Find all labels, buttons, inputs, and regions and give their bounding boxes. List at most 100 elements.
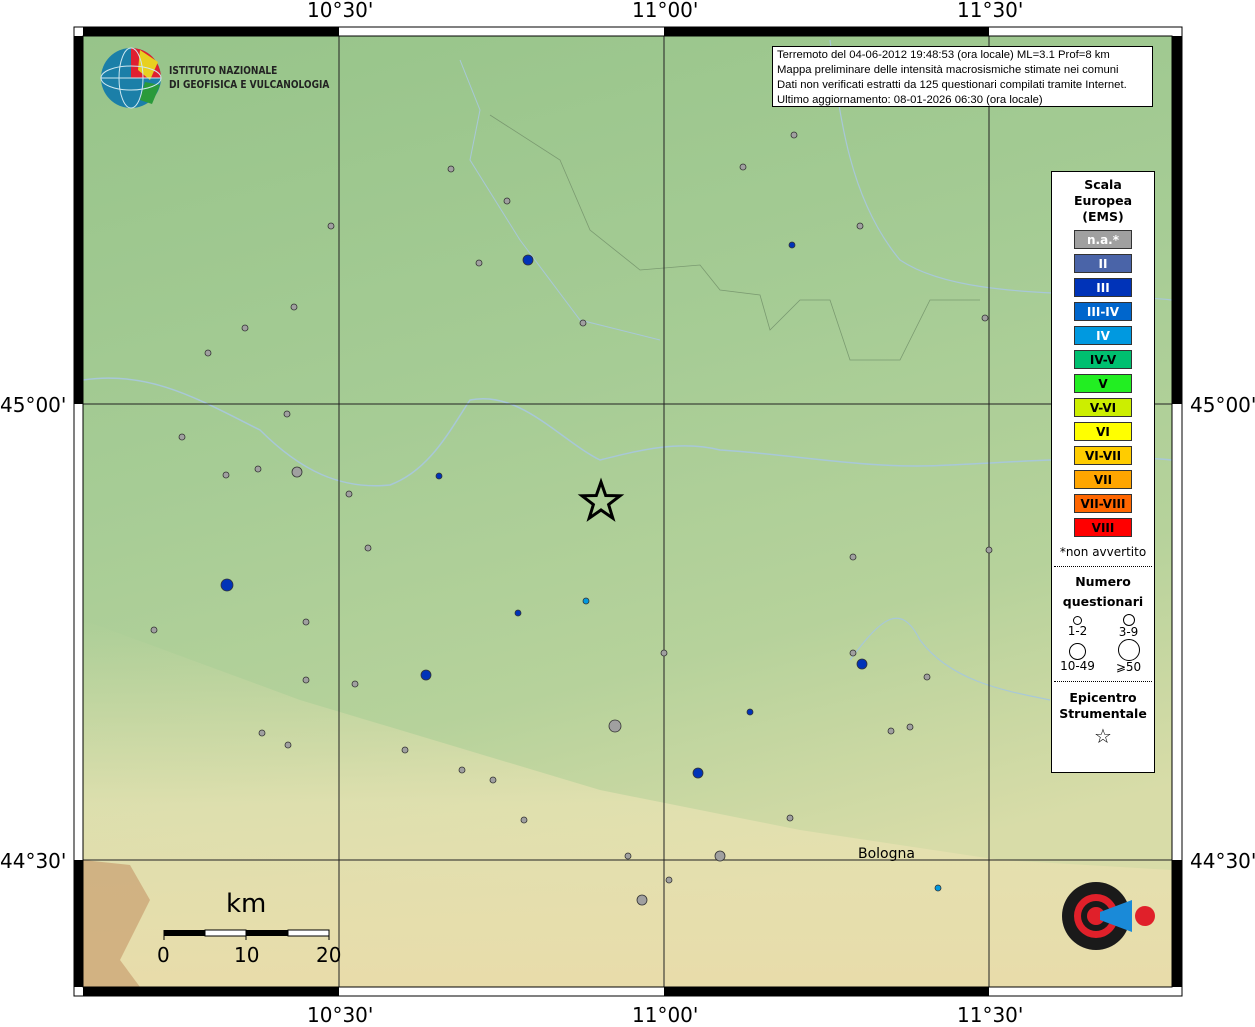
legend-swatch: IV-V <box>1074 350 1132 369</box>
intensity-point[interactable] <box>714 850 726 862</box>
legend-swatch: III-IV <box>1074 302 1132 321</box>
intensity-point[interactable] <box>665 876 673 884</box>
intensity-point[interactable] <box>302 618 310 626</box>
count-title: Numero <box>1075 574 1131 589</box>
intensity-point[interactable] <box>420 669 432 681</box>
intensity-point[interactable] <box>746 708 754 716</box>
intensity-point[interactable] <box>739 163 747 171</box>
intensity-point[interactable] <box>636 894 648 906</box>
intensity-point[interactable] <box>290 303 298 311</box>
intensity-point[interactable] <box>788 241 796 249</box>
intensity-point[interactable] <box>222 471 230 479</box>
intensity-point[interactable] <box>692 767 704 779</box>
intensity-point[interactable] <box>906 723 914 731</box>
intensity-point[interactable] <box>503 197 511 205</box>
lon-label-top: 11°00' <box>632 0 699 22</box>
ingv-name-line2: DI GEOFISICA E VULCANOLOGIA <box>169 78 330 91</box>
scale-bar <box>163 929 330 940</box>
intensity-point[interactable] <box>981 314 989 322</box>
intensity-point[interactable] <box>435 472 443 480</box>
intensity-point[interactable] <box>291 466 303 478</box>
lon-label-bottom: 11°30' <box>957 1003 1024 1027</box>
intensity-point[interactable] <box>660 649 668 657</box>
intensity-point[interactable] <box>624 852 632 860</box>
event-info-line: Terremoto del 04-06-2012 19:48:53 (ora l… <box>777 49 1110 61</box>
mountain-terrain <box>83 860 150 987</box>
event-info-box: Terremoto del 04-06-2012 19:48:53 (ora l… <box>772 46 1153 107</box>
intensity-point[interactable] <box>489 776 497 784</box>
intensity-point[interactable] <box>849 649 857 657</box>
legend-swatch: II <box>1074 254 1132 273</box>
intensity-point[interactable] <box>856 222 864 230</box>
lon-label-bottom: 11°00' <box>632 1003 699 1027</box>
lat-label-right: 44°30' <box>1190 849 1255 873</box>
intensity-point[interactable] <box>284 741 292 749</box>
legend-swatch: VI <box>1074 422 1132 441</box>
count-label: 1-2 <box>1067 624 1088 638</box>
intensity-point[interactable] <box>345 490 353 498</box>
scale-tick: 10 <box>234 943 260 967</box>
epicenter-title: Strumentale <box>1059 706 1147 721</box>
intensity-point[interactable] <box>327 222 335 230</box>
legend-swatch: VIII <box>1074 518 1132 537</box>
intensity-point[interactable] <box>786 814 794 822</box>
legend: Scala Europea (EMS) n.a.* II III III-IV IV IV… <box>1051 171 1155 773</box>
lat-label-left: 44°30' <box>0 849 67 873</box>
intensity-point[interactable] <box>178 433 186 441</box>
intensity-point[interactable] <box>985 546 993 554</box>
intensity-point[interactable] <box>608 719 622 733</box>
legend-title-line: (EMS) <box>1082 209 1124 224</box>
legend-swatch: V <box>1074 374 1132 393</box>
ingv-name: ISTITUTO NAZIONALE DI GEOFISICA E VULCAN… <box>169 64 329 92</box>
river <box>849 617 1051 701</box>
divider <box>1054 566 1152 567</box>
intensity-point[interactable] <box>514 609 522 617</box>
lon-label-top: 10°30' <box>307 0 374 22</box>
intensity-point[interactable] <box>458 766 466 774</box>
intensity-point[interactable] <box>887 727 895 735</box>
intensity-point[interactable] <box>258 729 266 737</box>
intensity-point[interactable] <box>364 544 372 552</box>
intensity-point[interactable] <box>220 578 234 592</box>
intensity-point[interactable] <box>447 165 455 173</box>
intensity-point[interactable] <box>790 131 798 139</box>
count-label: ⩾50 <box>1115 660 1142 674</box>
intensity-point[interactable] <box>302 676 310 684</box>
intensity-point[interactable] <box>351 680 359 688</box>
legend-note: *non avvertito <box>1059 545 1147 559</box>
scale-tick: 0 <box>157 943 170 967</box>
haisentito-logo <box>1062 882 1155 950</box>
lon-label-top: 11°30' <box>957 0 1024 22</box>
intensity-point[interactable] <box>520 816 528 824</box>
intensity-point[interactable] <box>582 597 590 605</box>
legend-title-line: Scala <box>1084 177 1122 192</box>
legend-swatch: IV <box>1074 326 1132 345</box>
event-info-line: Ultimo aggiornamento: 08-01-2026 06:30 (… <box>777 94 1043 106</box>
intensity-point[interactable] <box>923 673 931 681</box>
intensity-point[interactable] <box>522 254 534 266</box>
intensity-point[interactable] <box>849 553 857 561</box>
intensity-point[interactable] <box>204 349 212 357</box>
intensity-point[interactable] <box>856 658 868 670</box>
intensity-point[interactable] <box>475 259 483 267</box>
count-class: ⩾50 <box>1103 639 1154 674</box>
star-icon: ☆ <box>1094 724 1112 748</box>
legend-title-line: Europea <box>1073 193 1133 208</box>
intensity-point[interactable] <box>934 884 942 892</box>
intensity-point[interactable] <box>254 465 262 473</box>
ingv-name-line1: ISTITUTO NAZIONALE <box>169 64 278 77</box>
event-info-line: Mappa preliminare delle intensità macros… <box>777 64 1119 76</box>
count-label: 10-49 <box>1060 659 1095 673</box>
count-title: questionari <box>1062 594 1144 609</box>
region-border <box>489 114 980 361</box>
count-class: 10-49 <box>1052 639 1103 674</box>
count-class: 3-9 <box>1103 614 1154 639</box>
epicenter-title: Epicentro <box>1069 690 1137 705</box>
intensity-point[interactable] <box>401 746 409 754</box>
intensity-point[interactable] <box>150 626 158 634</box>
legend-swatch: VII-VIII <box>1074 494 1132 513</box>
intensity-point[interactable] <box>241 324 249 332</box>
intensity-point[interactable] <box>579 319 587 327</box>
intensity-point[interactable] <box>283 410 291 418</box>
scale-unit: km <box>226 889 267 919</box>
